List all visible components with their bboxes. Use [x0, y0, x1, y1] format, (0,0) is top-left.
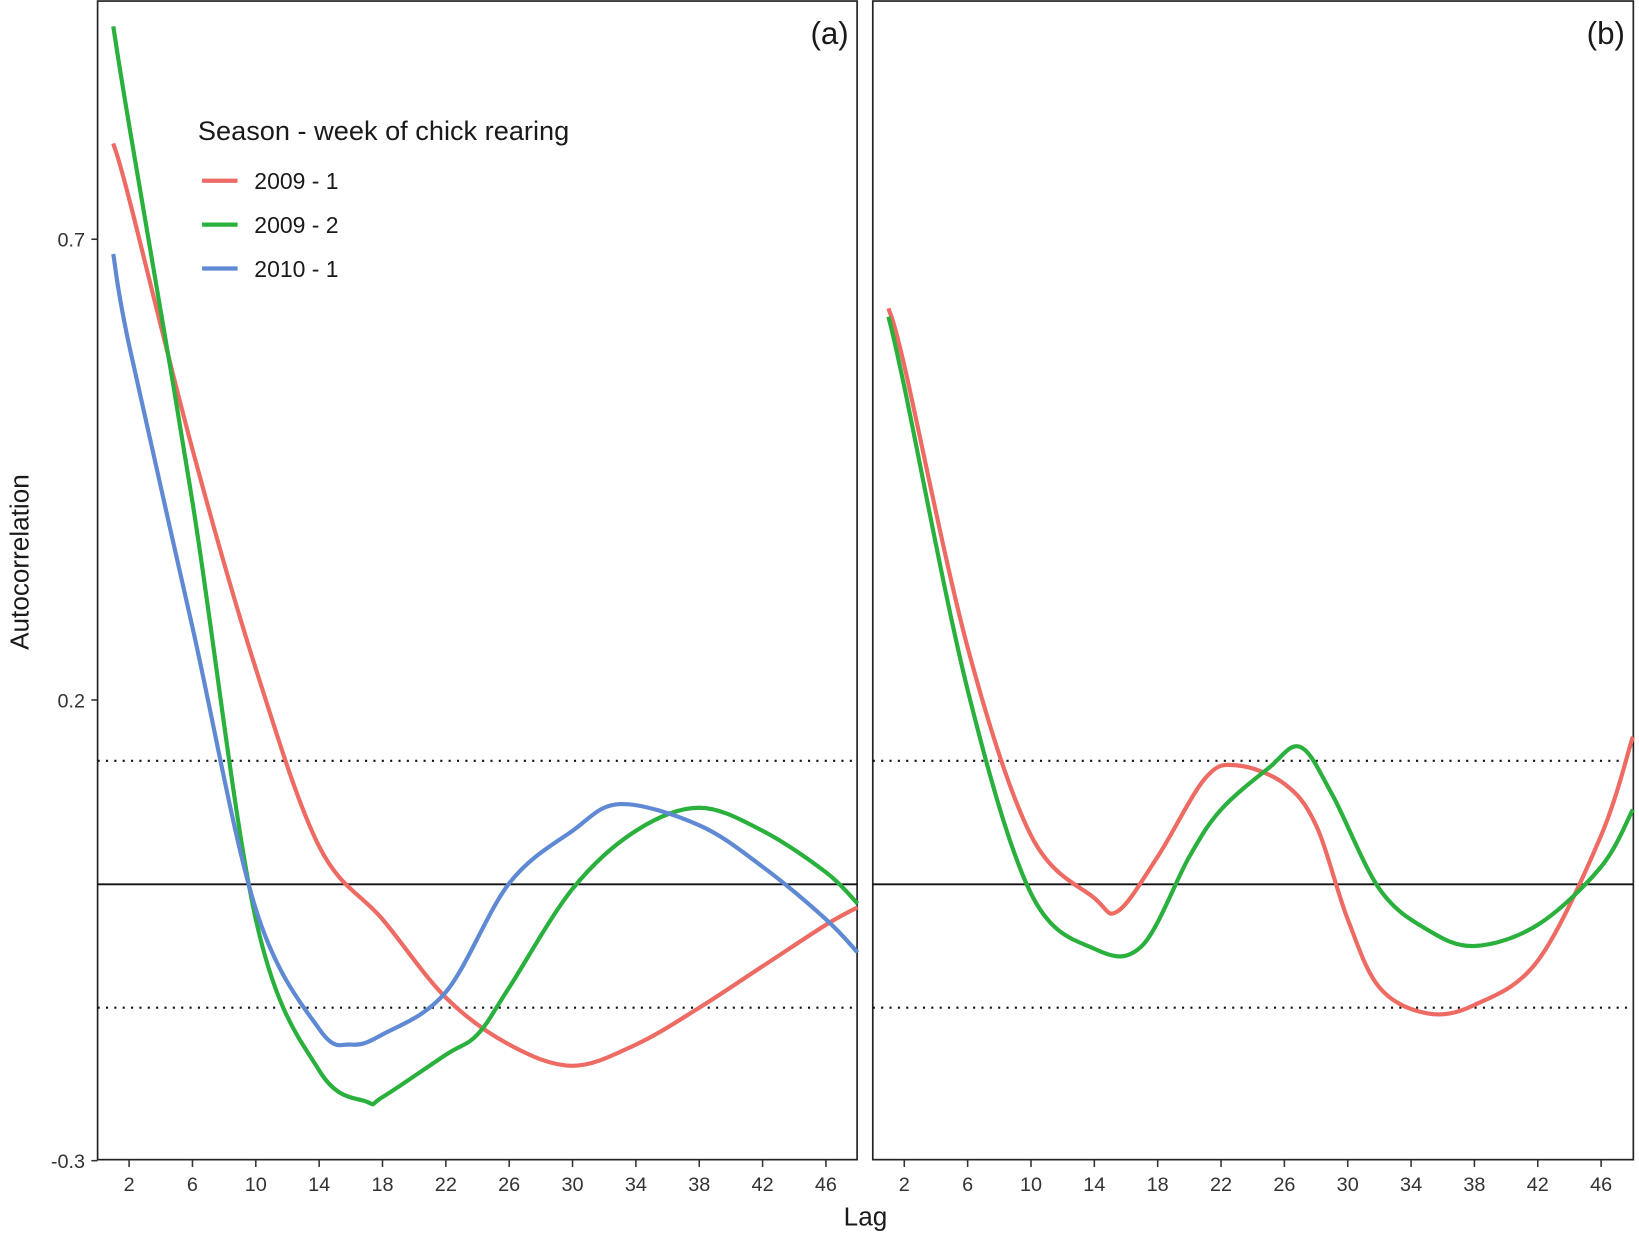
- series-line-2010-1: [111, 253, 860, 1048]
- series-line-2009-2: [886, 316, 1635, 959]
- x-tick-label: 14: [1083, 1174, 1105, 1196]
- series-line-2009-1: [111, 142, 859, 1068]
- y-axis-label: Autocorrelation: [5, 474, 35, 650]
- x-tick-label: 2: [899, 1174, 910, 1196]
- x-tick-label: 38: [1463, 1174, 1485, 1196]
- legend-item-label: 2009 - 2: [254, 212, 338, 238]
- x-tick-label: 22: [435, 1174, 457, 1196]
- x-tick-label: 6: [962, 1174, 973, 1196]
- x-tick-label: 30: [1337, 1174, 1359, 1196]
- panel-label: (a): [810, 16, 848, 51]
- panel-frame: [871, 0, 1635, 1161]
- series-line-2009-2: [111, 26, 860, 1107]
- x-axis-label: Lag: [844, 1201, 888, 1231]
- panel-a: 2 6 10 14 18 22 26 30 34 38 42 460.70.2-0.3(a): [51, 0, 860, 1196]
- x-tick-label: 18: [1147, 1174, 1169, 1196]
- legend-item-label: 2010 - 1: [254, 256, 338, 282]
- panel-b: 2 6 10 14 18 22 26 30 34 38 42 46(b): [871, 0, 1635, 1196]
- y-tick-label: -0.3: [51, 1151, 85, 1173]
- x-tick-label: 34: [625, 1174, 647, 1196]
- y-tick-label: 0.7: [57, 230, 85, 252]
- legend-title: Season - week of chick rearing: [198, 115, 569, 146]
- x-tick-label: 10: [1020, 1174, 1042, 1196]
- x-tick-label: 26: [498, 1174, 520, 1196]
- x-tick-label: 10: [245, 1174, 267, 1196]
- legend-item-label: 2009 - 1: [254, 168, 338, 194]
- x-tick-label: 30: [562, 1174, 584, 1196]
- x-tick-label: 2: [124, 1174, 135, 1196]
- x-tick-label: 14: [308, 1174, 330, 1196]
- series-line-2009-1: [886, 307, 1635, 1017]
- legend: Season - week of chick rearing 2009 - 1 2…: [198, 115, 569, 282]
- panel-frame: [96, 0, 858, 1161]
- x-tick-label: 46: [815, 1174, 837, 1196]
- x-tick-label: 42: [752, 1174, 774, 1196]
- x-tick-label: 6: [187, 1174, 198, 1196]
- x-tick-label: 22: [1210, 1174, 1232, 1196]
- x-tick-label: 18: [371, 1174, 393, 1196]
- x-tick-label: 34: [1400, 1174, 1422, 1196]
- x-tick-label: 38: [688, 1174, 710, 1196]
- x-tick-label: 26: [1273, 1174, 1295, 1196]
- x-tick-label: 46: [1590, 1174, 1612, 1196]
- panel-label: (b): [1587, 16, 1625, 51]
- y-tick-label: 0.2: [57, 690, 85, 712]
- x-tick-label: 42: [1527, 1174, 1549, 1196]
